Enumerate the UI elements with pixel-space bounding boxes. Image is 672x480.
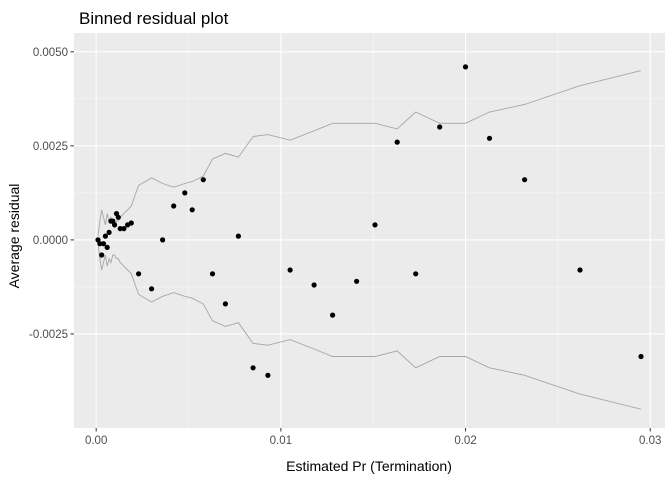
y-tick-label: 0.0050: [33, 47, 68, 59]
y-tick-label: 0.0025: [33, 141, 68, 153]
x-tick-label: 0.01: [270, 435, 292, 447]
y-axis-title: Average residual: [6, 184, 22, 289]
data-point: [372, 222, 378, 228]
x-tick-label: 0.02: [454, 435, 476, 447]
minor-gridlines: [74, 33, 665, 428]
data-point: [522, 177, 528, 183]
data-point: [209, 271, 216, 277]
data-point: [413, 271, 419, 277]
data-point: [104, 244, 110, 250]
data-point: [97, 241, 103, 247]
data-point: [200, 177, 206, 183]
data-point: [99, 252, 105, 258]
y-tick-label: 0.0000: [33, 235, 68, 247]
data-point: [117, 226, 123, 232]
data-point: [235, 233, 241, 239]
data-point: [354, 278, 360, 284]
data-point: [462, 64, 469, 70]
data-point: [250, 365, 256, 371]
data-point: [287, 267, 293, 273]
data-point: [265, 372, 271, 378]
data-point: [149, 286, 155, 292]
x-tick-label: 0.00: [85, 435, 107, 447]
data-point: [160, 237, 166, 243]
data-point: [330, 312, 336, 318]
data-point: [394, 139, 400, 145]
data-point: [638, 353, 644, 360]
y-tick-label: -0.0025: [29, 329, 68, 341]
data-point: [182, 190, 188, 196]
major-gridlines: [74, 33, 665, 428]
data-points: [95, 64, 644, 378]
data-point: [171, 203, 177, 209]
y-axis-ticks: -0.0025 0.0000 0.0025 0.0050: [29, 47, 74, 341]
data-point: [106, 229, 112, 235]
data-point: [577, 267, 583, 273]
data-point: [115, 214, 121, 220]
data-point: [136, 271, 142, 277]
error-bounds: [97, 70, 642, 410]
data-point: [437, 124, 443, 130]
data-point: [128, 220, 134, 226]
plot-panel: [74, 33, 665, 428]
chart-title: Binned residual plot: [79, 9, 229, 28]
data-point: [311, 282, 317, 288]
data-point: [100, 241, 107, 247]
data-point: [222, 301, 228, 307]
data-point: [121, 226, 127, 232]
x-axis-ticks: 0.00 0.01 0.02 0.03: [85, 428, 661, 447]
data-point: [102, 233, 108, 239]
data-point: [189, 207, 195, 213]
upper-bound-line: [97, 70, 642, 237]
x-tick-label: 0.03: [639, 435, 661, 447]
x-axis-title: Estimated Pr (Termination): [286, 458, 452, 474]
lower-bound-line: [97, 243, 642, 410]
data-point: [486, 135, 493, 141]
data-point: [112, 222, 118, 228]
